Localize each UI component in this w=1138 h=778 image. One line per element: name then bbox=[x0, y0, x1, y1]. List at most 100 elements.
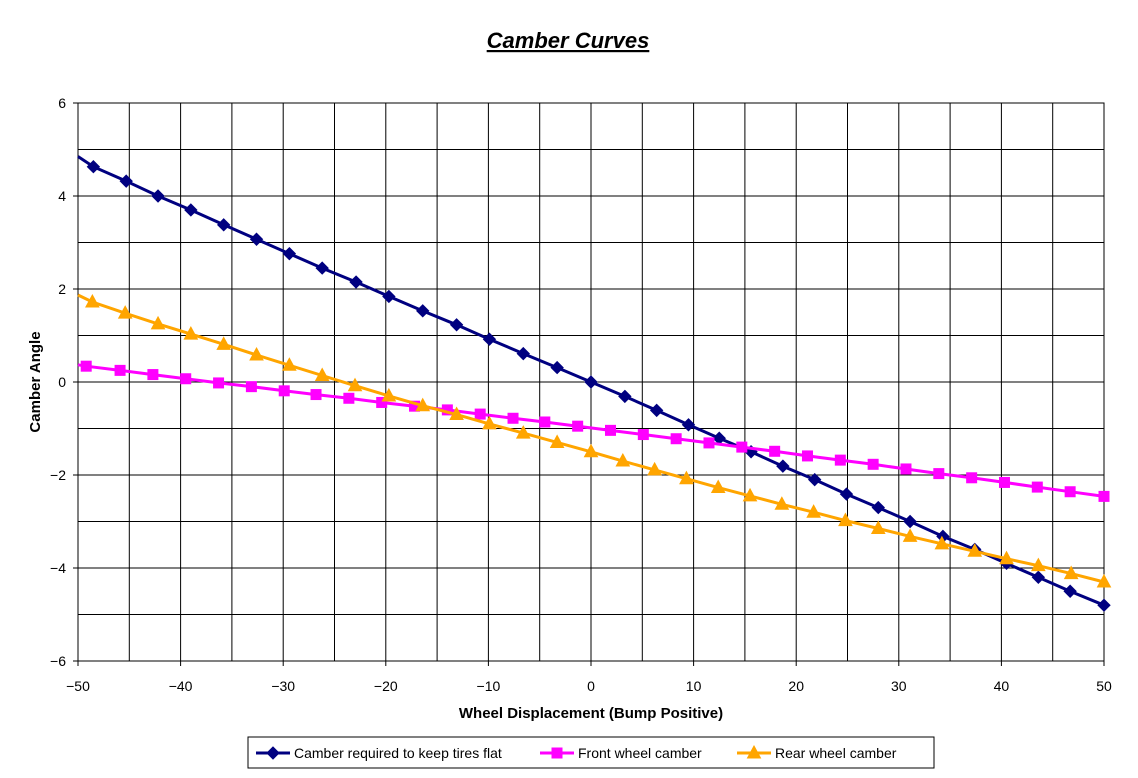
data-point bbox=[703, 437, 715, 449]
data-point bbox=[681, 418, 696, 432]
data-point bbox=[515, 425, 531, 439]
legend-marker bbox=[746, 744, 762, 759]
legend-label: Camber required to keep tires flat bbox=[294, 745, 502, 761]
data-point bbox=[482, 415, 497, 430]
data-point bbox=[1030, 557, 1046, 572]
y-axis-label: Camber Angle bbox=[27, 331, 44, 432]
data-point bbox=[900, 463, 912, 475]
data-point bbox=[670, 433, 682, 445]
data-point bbox=[1098, 490, 1110, 502]
data-point bbox=[1097, 598, 1111, 612]
data-point bbox=[249, 232, 264, 246]
data-point bbox=[376, 396, 388, 408]
data-point bbox=[649, 403, 664, 418]
y-tick-label: 0 bbox=[58, 374, 66, 390]
data-point bbox=[774, 496, 790, 510]
data-point bbox=[151, 189, 165, 203]
y-tick-label: −4 bbox=[50, 560, 66, 576]
data-point bbox=[871, 500, 885, 515]
data-point bbox=[838, 512, 853, 527]
x-axis-ticks: −50 −40 −30 −20 −10 0 10 20 30 40 50 bbox=[66, 661, 1112, 694]
data-point bbox=[278, 385, 290, 397]
series-rear-wheel-camber bbox=[77, 293, 1112, 588]
x-axis-label: Wheel Displacement (Bump Positive) bbox=[459, 705, 723, 722]
data-point bbox=[310, 389, 322, 401]
data-point bbox=[999, 550, 1014, 565]
data-point bbox=[381, 387, 397, 402]
data-point bbox=[80, 360, 92, 372]
data-point bbox=[449, 318, 464, 332]
x-tick-label: −50 bbox=[66, 678, 90, 694]
data-point bbox=[449, 406, 464, 421]
data-point bbox=[114, 364, 126, 376]
chart-title: Camber Curves bbox=[487, 28, 650, 53]
data-point bbox=[507, 412, 519, 424]
legend-marker bbox=[551, 747, 563, 759]
data-point bbox=[216, 336, 232, 350]
x-tick-label: 30 bbox=[891, 678, 907, 694]
legend-item-front-wheel-camber: Front wheel camber bbox=[540, 745, 702, 761]
data-point bbox=[933, 468, 945, 480]
x-tick-label: −30 bbox=[271, 678, 295, 694]
x-tick-label: 50 bbox=[1096, 678, 1112, 694]
data-point bbox=[117, 305, 133, 319]
data-point bbox=[998, 476, 1010, 488]
data-point bbox=[1063, 584, 1077, 598]
data-point bbox=[583, 443, 599, 458]
data-point bbox=[934, 535, 950, 550]
data-point bbox=[1063, 565, 1079, 580]
data-point bbox=[315, 261, 329, 275]
data-point bbox=[382, 289, 396, 304]
data-point bbox=[902, 528, 918, 542]
data-point bbox=[216, 218, 231, 232]
data-point bbox=[604, 424, 616, 436]
legend-item-rear-wheel-camber: Rear wheel camber bbox=[737, 744, 897, 761]
data-point bbox=[966, 472, 978, 484]
data-point bbox=[213, 377, 225, 389]
x-tick-label: 40 bbox=[994, 678, 1010, 694]
data-point bbox=[147, 369, 159, 381]
data-point bbox=[776, 459, 790, 473]
y-tick-label: −6 bbox=[50, 653, 66, 669]
data-point bbox=[710, 479, 726, 494]
legend-label: Rear wheel camber bbox=[775, 745, 897, 761]
data-point bbox=[119, 174, 133, 188]
data-point bbox=[180, 373, 192, 385]
data-point bbox=[1064, 486, 1076, 498]
data-point bbox=[474, 408, 486, 420]
legend-marker bbox=[266, 746, 280, 760]
data-point bbox=[349, 275, 363, 289]
data-point bbox=[1096, 573, 1112, 588]
data-point bbox=[86, 159, 101, 174]
data-point bbox=[314, 367, 330, 381]
data-point bbox=[637, 429, 649, 441]
series-group bbox=[77, 155, 1112, 612]
y-axis-ticks: −6 −4 −2 0 2 4 6 bbox=[50, 95, 78, 669]
data-point bbox=[584, 375, 598, 389]
data-point bbox=[282, 246, 297, 261]
data-point bbox=[903, 514, 917, 529]
data-point bbox=[679, 470, 694, 485]
data-point bbox=[801, 450, 813, 462]
data-point bbox=[839, 487, 854, 501]
data-point bbox=[615, 453, 631, 467]
data-point bbox=[834, 454, 846, 466]
data-point bbox=[870, 520, 886, 534]
y-tick-label: 6 bbox=[58, 95, 66, 111]
y-tick-label: −2 bbox=[50, 467, 66, 483]
data-point bbox=[572, 420, 584, 432]
data-point bbox=[769, 445, 781, 457]
data-point bbox=[150, 315, 166, 330]
y-tick-label: 2 bbox=[58, 281, 66, 297]
data-point bbox=[245, 381, 257, 393]
data-point bbox=[539, 416, 551, 428]
data-point bbox=[549, 434, 565, 448]
data-point bbox=[742, 487, 758, 502]
data-point bbox=[415, 397, 431, 412]
data-point bbox=[550, 360, 564, 375]
x-tick-label: −20 bbox=[374, 678, 398, 694]
x-tick-label: 10 bbox=[686, 678, 702, 694]
data-point bbox=[1031, 570, 1046, 585]
